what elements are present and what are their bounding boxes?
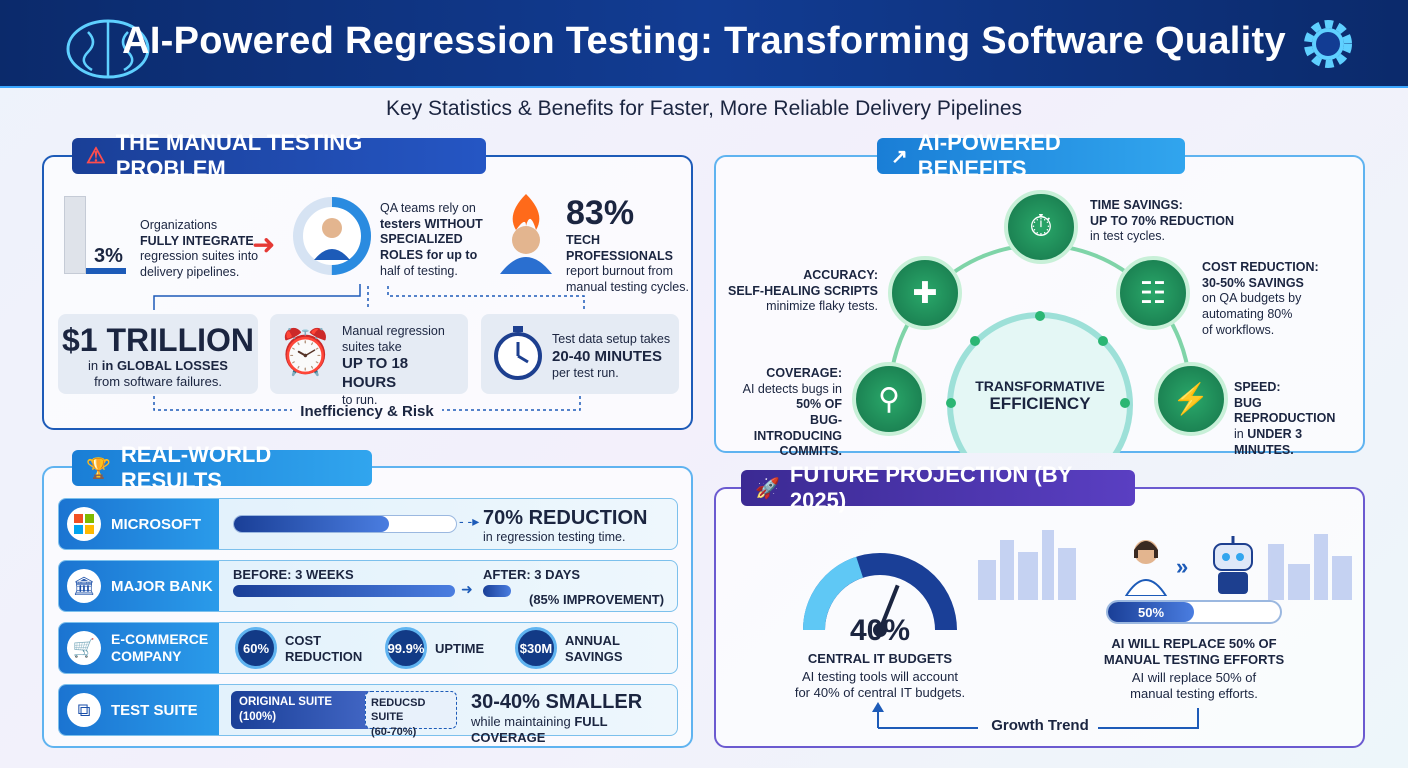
benefits-center-text: TRANSFORMATIVE EFFICIENCY (975, 378, 1105, 413)
page-title: AI-Powered Regression Testing: Transform… (122, 20, 1286, 62)
cost-bubble: 60% (235, 627, 277, 669)
manual-problem-title: ⚠ THE MANUAL TESTING PROBLEM (72, 130, 486, 181)
savings-label: ANNUAL SAVINGS (565, 633, 623, 664)
savings-bubble: $30M (515, 627, 557, 669)
dashed-arrow-icon: - -▸ (459, 513, 480, 529)
reduced-suite-bar: REDUCSD SUITE (60-70%) (365, 691, 457, 738)
qa-text: QA teams rely on testers WITHOUT SPECIALIZ… (380, 201, 483, 278)
magnifier-icon: ⚲ (852, 362, 926, 436)
chevrons-icon: » (1176, 554, 1189, 579)
chart-up-icon: ↗ (891, 145, 908, 168)
brain-icon (62, 14, 154, 84)
red-arrow-icon: ➜ (252, 229, 276, 260)
gauge-desc: AI testing tools will account for 40% of … (794, 669, 966, 701)
future-title: 🚀 FUTURE PROJECTION (BY 2025) (741, 462, 1135, 513)
burnout-value: 83% (566, 194, 635, 232)
bank-improvement: (85% IMPROVEMENT) (529, 592, 665, 607)
arrow-right-icon: ➜ (461, 581, 473, 597)
accuracy-text: ACCURACY: SELF-HEALING SCRIPTS minimize fl… (727, 268, 878, 314)
suite-head: 30-40% SMALLER (471, 691, 643, 713)
stopwatch-icon (490, 322, 546, 382)
replace-progress-fill: 50% (1108, 602, 1194, 622)
suite-row: TEST SUITE ⧉ ORIGINAL SUITE (100%) REDUCS… (58, 684, 678, 745)
budget-gauge (803, 553, 957, 637)
losses-text-2: from software failures. (94, 374, 222, 389)
replace-head: AI WILL REPLACE 50% OF MANUAL TESTING EFF… (1103, 636, 1285, 668)
burnout-person-icon (492, 192, 560, 276)
header-banner (0, 0, 1408, 88)
inefficiency-label: Inefficiency & Risk (300, 403, 434, 420)
stopwatch-benefit-icon: ⏱ (1004, 190, 1078, 264)
gauge-value: 40% (849, 614, 911, 647)
bandage-icon: ✚ (888, 256, 962, 330)
alarm-clock-icon: ⏰ (278, 328, 333, 377)
trophy-icon: 🏆 (86, 457, 111, 480)
page-subtitle: Key Statistics & Benefits for Faster, Mo… (385, 97, 1023, 120)
coverage-text: COVERAGE: AI detects bugs in 50% OF BUG-INT… (742, 366, 842, 459)
bank-before-bar (233, 585, 455, 597)
burnout-text: TECH PROFESSIONALS report burnout from man… (566, 233, 689, 294)
bank-row: MAJOR BANK 🏛 BEFORE: 3 WEEKS ➜ AFTER: 3 … (58, 560, 678, 612)
bank-icon: 🏛 (67, 569, 101, 603)
cart-icon: 🛒 (67, 631, 101, 665)
microsoft-progress-fill (234, 516, 390, 532)
uptime-label: UPTIME (435, 641, 485, 656)
uptime-bubble: 99.9% (385, 627, 427, 669)
woman-tester-icon (1124, 536, 1168, 597)
integrate-text: Organizations FULLY INTEGRATE regression s… (140, 218, 259, 279)
integrate-value: 3% (94, 245, 123, 267)
replace-desc: AI will replace 50% of manual testing eff… (1130, 670, 1258, 702)
bank-before: BEFORE: 3 WEEKS (233, 567, 354, 582)
arc-dot (1120, 398, 1130, 408)
windows-logo-icon (67, 507, 101, 541)
ecommerce-row: E-COMMERCE COMPANY 🛒 60% COST REDUCTION 99… (58, 622, 678, 674)
results-title: 🏆 REAL-WORLD RESULTS (72, 442, 372, 493)
qa-donut (290, 194, 374, 278)
microsoft-row: MICROSOFT - -▸ 70% REDUCTION in regressi… (58, 498, 678, 550)
bank-after: AFTER: 3 DAYS (483, 567, 581, 582)
lightning-icon: ⚡ (1154, 362, 1228, 436)
losses-text: in in GLOBAL LOSSES (88, 358, 228, 373)
cost-reduction-text: COST REDUCTION: 30-50% SAVINGS on QA budge… (1202, 260, 1319, 337)
microsoft-progress-track (233, 515, 457, 533)
microsoft-sub: in regression testing time. (483, 530, 626, 544)
speed-text: SPEED: BUG REPRODUCTION in UNDER 3 MINUTES… (1234, 380, 1336, 457)
arc-dot (946, 398, 956, 408)
benefits-title: ↗ AI-POWERED BENEFITS (877, 130, 1185, 181)
gauge-label: CENTRAL IT BUDGETS (807, 651, 953, 666)
losses-value: $1 TRILLION (61, 322, 254, 358)
suites-text: Manual regression suites take UP TO 18 HOU… (342, 324, 445, 407)
gear-icon (1296, 12, 1360, 76)
copy-icon: ⧉ (67, 693, 101, 727)
coins-icon: ☷ (1116, 256, 1190, 330)
cost-label: COST REDUCTION (285, 633, 363, 664)
suite-sub: while maintaining FULL COVERAGE (471, 714, 608, 746)
integrate-fill (86, 268, 126, 274)
manual-connectors (153, 284, 585, 411)
losses-card (58, 314, 258, 394)
microsoft-head: 70% REDUCTION (483, 507, 648, 529)
growth-trend-label: Growth Trend (991, 717, 1089, 734)
rocket-icon: 🚀 (755, 477, 780, 500)
setup-text: Test data setup takes 20-40 MINUTES per te… (552, 332, 671, 381)
growth-trend-arrows (872, 702, 1199, 729)
city-skyline (978, 530, 1352, 600)
robot-icon (1206, 534, 1260, 596)
integrate-bar (64, 196, 86, 274)
arc-dot (1098, 336, 1108, 346)
suites-card (270, 314, 468, 394)
warning-icon: ⚠ (86, 143, 106, 168)
replace-progress-track: 50% (1106, 600, 1282, 624)
arc-dot (970, 336, 980, 346)
time-savings-text: TIME SAVINGS: UP TO 70% REDUCTION in test … (1090, 198, 1235, 244)
arc-dot (1035, 311, 1045, 321)
bank-after-bar (483, 585, 511, 597)
